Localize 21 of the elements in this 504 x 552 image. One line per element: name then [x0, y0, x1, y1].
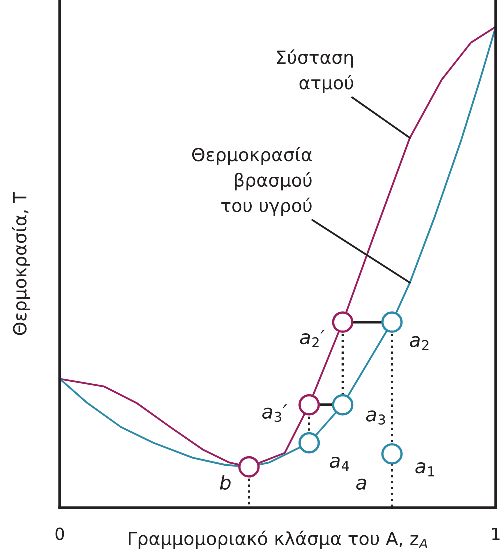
annotation: b: [220, 474, 231, 490]
x-tick-label: 1: [492, 528, 500, 540]
annotation: a: [356, 478, 366, 490]
annotation: a$_{2}$′: [300, 330, 326, 348]
x-axis-title: Γραμμομοριακό κλάσμα του A, z$_{A}$: [129, 530, 428, 550]
annotation: a$_{2}$: [410, 336, 429, 350]
point: [332, 312, 354, 334]
point: [382, 443, 403, 465]
annotation: Σύσταση ατμού: [277, 50, 354, 94]
annotation: Θερμοκρασία βρασμού του υγρού: [192, 146, 312, 216]
point: [238, 456, 260, 478]
y-axis-title: Θερμοκρασία, T: [12, 192, 30, 336]
annotation: a$_{3}$′: [262, 404, 288, 422]
x-tick-label: 0: [56, 528, 64, 540]
point: [332, 394, 354, 416]
point: [382, 312, 403, 334]
annotation: a$_{3}$: [366, 410, 386, 425]
annotation: a$_{4}$: [330, 456, 350, 472]
annotation: a$_{1}$: [416, 462, 434, 477]
point: [298, 394, 320, 416]
point: [298, 432, 320, 454]
